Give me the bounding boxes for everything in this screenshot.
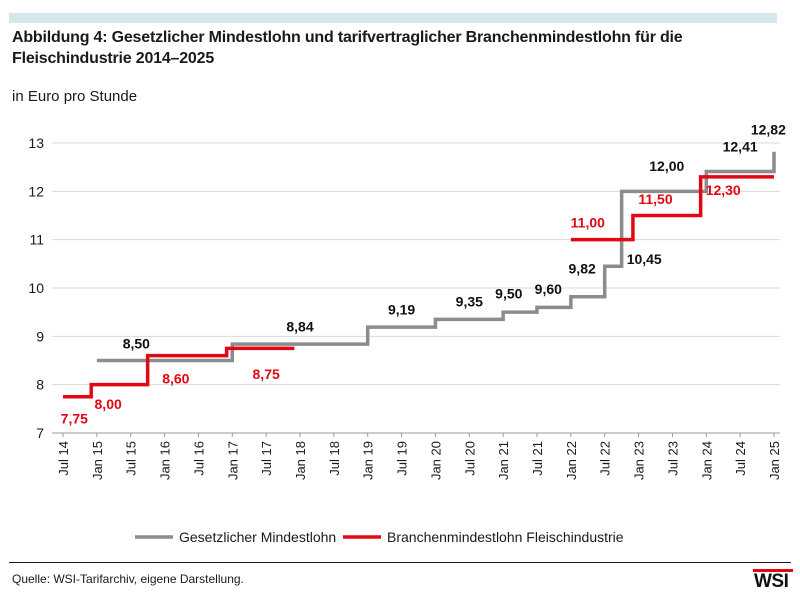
data-label: 9,19 — [388, 302, 415, 318]
data-label: 11,50 — [638, 191, 672, 207]
source-note: Quelle: WSI-Tarifarchiv, eigene Darstell… — [12, 572, 244, 586]
series-line-branchenmindestlohn-segment — [570, 175, 774, 242]
x-tick-label: Jan 25 — [767, 441, 782, 480]
data-label: 9,82 — [569, 261, 596, 277]
x-tick-label: Jan 17 — [225, 441, 240, 480]
y-tick-label: 12 — [28, 183, 44, 199]
x-tick-label: Jul 22 — [598, 441, 613, 476]
x-tick-label: Jan 16 — [158, 441, 173, 480]
x-tick-label: Jul 17 — [259, 441, 274, 476]
data-label: 12,82 — [751, 121, 786, 137]
legend-label: Gesetzlicher Mindestlohn — [179, 529, 336, 545]
x-tick-label: Jul 20 — [462, 441, 477, 476]
x-tick-label: Jul 24 — [733, 441, 748, 476]
x-tick-label: Jan 21 — [496, 441, 511, 480]
x-tick-label: Jan 18 — [293, 441, 308, 480]
x-tick-label: Jan 15 — [90, 441, 105, 480]
data-label: 8,75 — [253, 366, 280, 382]
x-tick-label: Jul 14 — [56, 441, 71, 476]
data-label: 9,35 — [456, 293, 483, 309]
x-tick-label: Jul 19 — [395, 441, 410, 476]
data-label: 8,60 — [162, 371, 189, 387]
unit-label: in Euro pro Stunde — [12, 88, 138, 105]
y-tick-label: 7 — [36, 425, 44, 441]
data-label: 7,75 — [61, 410, 88, 426]
y-tick-label: 10 — [28, 280, 44, 296]
x-tick-label: Jan 19 — [361, 441, 376, 480]
legend-label: Branchenmindestlohn Fleischindustrie — [387, 529, 624, 545]
x-tick-label: Jan 23 — [632, 441, 647, 480]
data-label: 12,41 — [723, 139, 758, 155]
data-label: 12,00 — [649, 158, 684, 174]
x-tick-label: Jul 18 — [327, 441, 342, 476]
series-line-gesetzlicher-mindestlohn — [96, 151, 776, 363]
data-label: 11,00 — [571, 215, 605, 231]
data-label: 10,45 — [627, 251, 662, 267]
y-tick-label: 8 — [36, 377, 44, 393]
data-label: 8,84 — [286, 319, 313, 335]
data-label: 8,00 — [95, 396, 122, 412]
logo-accent-bar — [753, 569, 793, 572]
x-tick-label: Jan 20 — [428, 441, 443, 480]
series-line-branchenmindestlohn-segment — [63, 346, 295, 399]
y-tick-label: 13 — [28, 135, 44, 151]
x-tick-label: Jul 21 — [530, 441, 545, 476]
x-tick-label: Jul 23 — [665, 441, 680, 476]
y-tick-label: 11 — [29, 232, 44, 248]
wsi-logo: WSI — [753, 569, 793, 595]
chart-area: 7 8 9 10 11 12 13 Jul 14 Jan 15 Jul 15 Jan 16 Jul 1… — [28, 121, 786, 545]
x-tick-label: Jan 22 — [564, 441, 579, 480]
header-accent-bar — [9, 13, 777, 23]
data-label: 9,60 — [535, 281, 562, 297]
chart-title: Abbildung 4: Gesetzlicher Mindestlohn un… — [12, 29, 683, 67]
data-label: 9,50 — [495, 286, 522, 302]
data-label: 8,50 — [123, 335, 150, 351]
x-tick-label: Jul 15 — [124, 441, 139, 476]
x-tick-label: Jan 24 — [699, 441, 714, 480]
data-label: 12,30 — [706, 182, 741, 198]
y-tick-label: 9 — [36, 328, 44, 344]
footer-divider — [9, 562, 791, 563]
logo-text: WSI — [754, 571, 789, 592]
x-tick-label: Jul 16 — [191, 441, 206, 476]
